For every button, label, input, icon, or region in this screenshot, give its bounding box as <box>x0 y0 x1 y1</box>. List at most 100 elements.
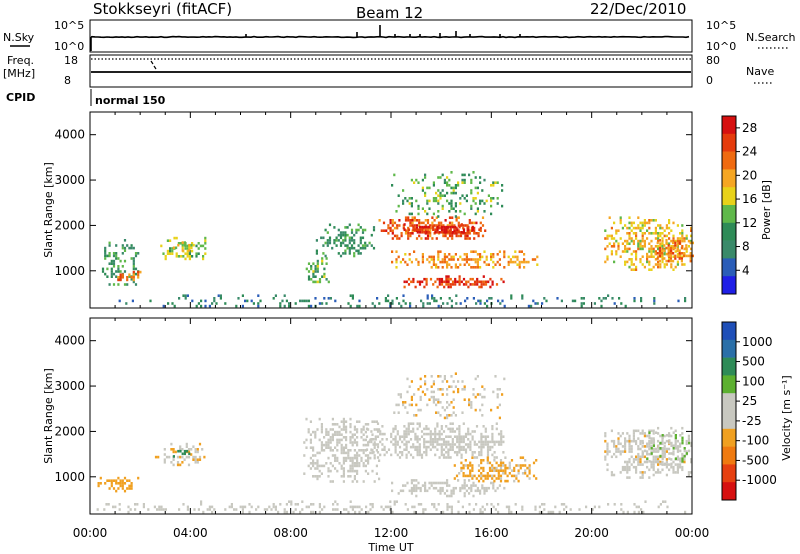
heatmap-cell <box>410 489 413 493</box>
heatmap-cell <box>446 508 449 511</box>
heatmap-cell <box>464 234 467 238</box>
heatmap-cell <box>491 440 494 444</box>
heatmap-cell <box>672 447 675 450</box>
heatmap-cell <box>360 456 363 460</box>
heatmap-cell <box>288 304 291 308</box>
heatmap-cell <box>465 484 468 487</box>
heatmap-cell <box>508 466 511 470</box>
heatmap-cell <box>680 257 683 260</box>
heatmap-cell <box>473 440 476 444</box>
heatmap-cell <box>349 436 352 439</box>
heatmap-cell <box>371 503 374 506</box>
heatmap-cell <box>463 486 466 490</box>
heatmap-cell <box>643 265 646 269</box>
colorbar-swatch <box>722 276 736 295</box>
heatmap-cell <box>637 247 640 251</box>
heatmap-cell <box>110 272 113 276</box>
heatmap-cell <box>409 304 412 308</box>
heatmap-cell <box>418 225 422 229</box>
heatmap-cell <box>407 425 410 428</box>
heatmap-cell <box>187 448 191 451</box>
heatmap-cell <box>661 434 664 437</box>
heatmap-cell <box>424 191 427 195</box>
heatmap-cell <box>633 503 636 506</box>
heatmap-cell <box>257 505 260 509</box>
heatmap-cell <box>641 439 644 443</box>
heatmap-cell <box>443 492 446 495</box>
heatmap-cell <box>169 252 172 255</box>
heatmap-cell <box>376 443 380 446</box>
heatmap-cell <box>524 459 527 462</box>
heatmap-cell <box>250 505 253 509</box>
heatmap-cell <box>479 489 482 493</box>
heatmap-cell <box>336 456 339 460</box>
heatmap-cell <box>527 304 530 308</box>
station-title: Stokkseyri (fitACF) <box>93 0 232 18</box>
heatmap-cell <box>412 422 415 425</box>
heatmap-cell <box>153 505 156 509</box>
heatmap-cell <box>285 299 288 303</box>
heatmap-cell <box>460 280 463 284</box>
heatmap-cell <box>674 239 677 243</box>
heatmap-cell <box>338 441 341 444</box>
heatmap-cell <box>626 460 629 464</box>
heatmap-cell <box>312 503 315 506</box>
heatmap-cell <box>652 432 655 435</box>
heatmap-cell <box>307 278 311 281</box>
heatmap-cell <box>305 417 308 421</box>
heatmap-cell <box>643 239 646 243</box>
heatmap-cell <box>171 249 174 253</box>
heatmap-cell <box>290 503 293 506</box>
heatmap-cell <box>641 441 644 445</box>
heatmap-cell <box>188 243 191 247</box>
heatmap-cell <box>666 505 669 509</box>
heatmap-cell <box>356 443 359 447</box>
heatmap-cell <box>408 253 411 256</box>
heatmap-cell <box>378 219 381 222</box>
heatmap-cell <box>364 430 367 434</box>
heatmap-cell <box>391 221 394 225</box>
heatmap-cell <box>204 252 207 255</box>
heatmap-cell <box>610 471 613 474</box>
heatmap-cell <box>460 231 463 234</box>
heatmap-cell <box>472 199 475 203</box>
heatmap-cell <box>356 430 359 434</box>
colorbar-swatch <box>722 464 736 483</box>
heatmap-cell <box>190 453 193 456</box>
heatmap-cell <box>208 508 211 511</box>
heatmap-cell <box>508 508 511 511</box>
x-axis: 00:00 04:00 08:00 12:00 16:00 20:00 00:00 <box>73 526 710 540</box>
heatmap-cell <box>690 226 693 230</box>
heatmap-cell <box>342 446 345 449</box>
heatmap-cell <box>396 453 399 457</box>
heatmap-cell <box>106 254 109 258</box>
heatmap-cell <box>662 500 665 503</box>
heatmap-cell <box>404 229 408 232</box>
heatmap-cell <box>303 472 306 475</box>
heatmap-cell <box>454 280 457 284</box>
heatmap-cell <box>491 435 494 438</box>
heatmap-cell <box>385 438 388 441</box>
heatmap-cell <box>165 455 169 459</box>
heatmap-cell <box>684 510 687 514</box>
heatmap-cell <box>307 464 310 468</box>
heatmap-cell <box>639 239 642 243</box>
heatmap-cell <box>498 258 501 261</box>
heatmap-cell <box>171 247 174 250</box>
heatmap-cell <box>507 263 510 266</box>
heatmap-cell <box>483 395 486 399</box>
heatmap-cell <box>676 468 679 472</box>
heatmap-cell <box>450 505 453 509</box>
heatmap-cell <box>657 247 660 251</box>
heatmap-cell <box>392 443 395 446</box>
heatmap-cell <box>495 283 499 286</box>
heatmap-cell <box>446 176 449 179</box>
heatmap-cell <box>490 197 493 200</box>
heatmap-cell <box>385 451 388 454</box>
heatmap-cell <box>417 503 420 506</box>
heatmap-cell <box>396 234 399 238</box>
heatmap-cell <box>373 446 376 449</box>
heatmap-cell <box>490 253 493 256</box>
heatmap-cell <box>200 299 203 303</box>
heatmap-cell <box>463 385 466 388</box>
